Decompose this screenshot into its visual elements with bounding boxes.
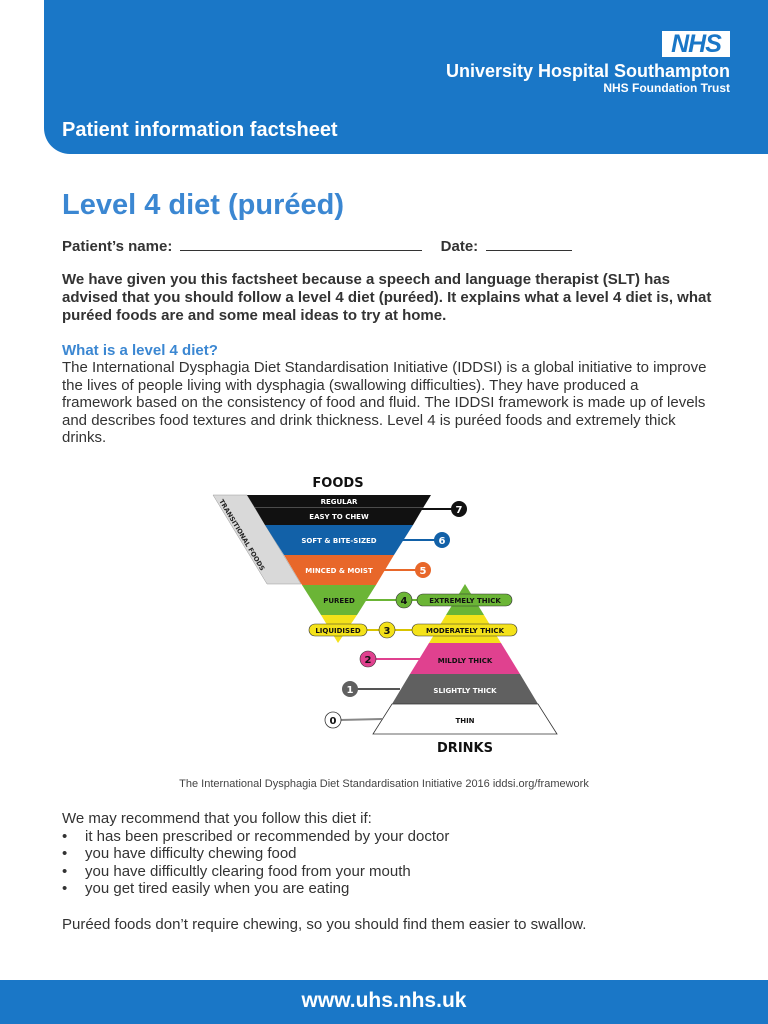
date-label: Date: [440, 238, 479, 255]
drink-label-moderately-thick: MODERATELY THICK [426, 627, 505, 635]
level-7-badge: 7 [456, 505, 463, 516]
organisation-name: University Hospital Southampton [445, 61, 730, 81]
level-0-badge: 0 [330, 716, 337, 727]
food-label-regular: REGULAR [321, 498, 358, 506]
food-label-easy-to-chew: EASY TO CHEW [309, 513, 369, 521]
food-band-regular [247, 495, 431, 508]
header-banner: NHS University Hospital Southampton NHS … [44, 0, 768, 154]
list-item: you have difficultly clearing food from … [62, 863, 449, 881]
diagram-caption: The International Dysphagia Diet Standar… [179, 778, 589, 790]
factsheet-subtitle: Patient information factsheet [62, 119, 338, 141]
name-label: Patient’s name: [62, 238, 173, 255]
page-title: Level 4 diet (puréed) [62, 189, 345, 221]
pill-extremely-thick [416, 593, 513, 607]
drink-label-mildly-thick: MILDLY THICK [438, 657, 493, 665]
closing-paragraph: Puréed foods don’t require chewing, so y… [62, 916, 587, 933]
drinks-title: DRINKS [437, 741, 493, 756]
food-band-pureed [302, 585, 376, 615]
food-band-soft-bite-sized [265, 525, 413, 555]
recommend-lead: We may recommend that you follow this di… [62, 810, 372, 827]
drink-label-thin: THIN [455, 717, 474, 725]
name-field[interactable] [180, 236, 423, 251]
trust-name: NHS Foundation Trust [603, 81, 730, 95]
footer-url-link[interactable]: www.uhs.nhs.uk [301, 989, 467, 1012]
date-field[interactable] [486, 236, 573, 251]
section-heading: What is a level 4 diet? [62, 342, 218, 359]
transitional-band [212, 494, 302, 585]
pill-moderately-thick [411, 623, 518, 637]
food-label-liquidised: LIQUIDISED [315, 627, 361, 635]
drink-band-thin [372, 703, 558, 735]
food-label-soft-bite-sized: SOFT & BITE-SIZED [301, 537, 376, 545]
drink-band-slightly-thick [392, 674, 538, 704]
food-label-minced-moist: MINCED & MOIST [305, 567, 373, 575]
section-body: The International Dysphagia Diet Standar… [62, 359, 707, 447]
level-5-badge: 5 [420, 566, 427, 577]
footer-bar [0, 980, 768, 1024]
recommend-list: it has been prescribed or recommended by… [62, 828, 449, 898]
intro-paragraph: We have given you this factsheet because… [62, 271, 712, 324]
list-item: it has been prescribed or recommended by… [62, 828, 449, 846]
food-band-minced-moist [284, 555, 394, 585]
level-3-badge: 3 [384, 626, 391, 637]
nhs-logo: NHS [662, 31, 730, 57]
drink-label-extremely-thick: EXTREMELY THICK [429, 597, 501, 605]
food-label-pureed: PUREED [323, 597, 355, 605]
level-1-badge: 1 [347, 685, 354, 696]
foods-title: FOODS [312, 476, 363, 491]
iddsi-framework-diagram: FOODS TRANSITIONAL FOODS REGULAR EASY TO… [212, 476, 558, 756]
pill-liquidised [308, 623, 368, 637]
recommend-section: We may recommend that you follow this di… [62, 810, 449, 898]
patient-form: Patient’s name: Date: [62, 236, 573, 255]
drink-label-slightly-thick: SLIGHTLY THICK [433, 687, 497, 695]
level-6-badge: 6 [439, 536, 446, 547]
level-4-badge: 4 [401, 596, 408, 607]
list-item: you get tired easily when you are eating [62, 880, 449, 898]
drink-band-mildly-thick [410, 643, 520, 674]
food-band-easy-to-chew [255, 508, 423, 525]
level-2-badge: 2 [365, 655, 372, 666]
list-item: you have difficulty chewing food [62, 845, 449, 863]
